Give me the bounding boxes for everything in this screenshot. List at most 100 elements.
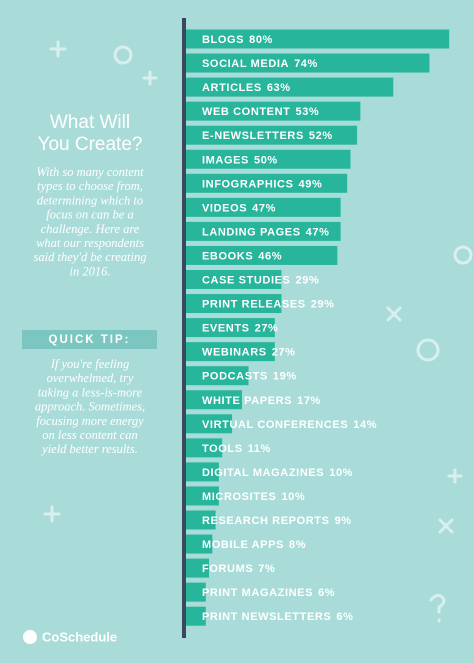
bar: [186, 558, 210, 578]
bar-label: WHITE PAPERS 17%: [202, 395, 321, 407]
category-label: E-NEWSLETTERS: [202, 130, 304, 142]
bar-label: BLOGS 80%: [202, 34, 273, 46]
bar: [186, 29, 450, 49]
value-label: 29%: [296, 274, 320, 286]
bar-label: VIRTUAL CONFERENCES 14%: [202, 419, 377, 431]
bar: [186, 342, 275, 362]
value-label: 10%: [329, 467, 353, 479]
tip-line: overwhelmed, try: [47, 371, 134, 385]
bar-label: MOBILE APPS 8%: [202, 539, 306, 551]
tip-line: taking a less-is-more: [38, 385, 143, 399]
value-label: 8%: [289, 539, 306, 551]
category-label: TOOLS: [202, 443, 243, 455]
bar: [186, 53, 430, 73]
category-label: WEBINARS: [202, 347, 267, 359]
category-label: PRINT NEWSLETTERS: [202, 611, 331, 623]
tip-line: If you're feeling: [50, 357, 130, 371]
bar: [186, 197, 341, 217]
tip-line: yield better results.: [40, 442, 138, 456]
intro-line: focus on can be a: [46, 208, 133, 222]
bar-label: SOCIAL MEDIA 74%: [202, 58, 318, 70]
circle-icon: [453, 245, 473, 265]
decorations: [43, 40, 473, 623]
tip-line: on less content can: [42, 428, 137, 442]
value-label: 11%: [248, 443, 271, 455]
tip-line: approach. Sometimes,: [35, 400, 145, 414]
category-label: DIGITAL MAGAZINES: [202, 467, 324, 479]
bar: [186, 294, 282, 314]
category-label: PRINT RELEASES: [202, 298, 306, 310]
value-label: 47%: [306, 226, 330, 238]
intro-line: challenge. Here are: [41, 222, 140, 236]
axis-line: [182, 18, 186, 638]
category-label: FORUMS: [202, 563, 253, 575]
intro-line: said they'd be creating: [34, 250, 147, 264]
bar-label: WEBINARS 27%: [202, 347, 296, 359]
category-label: CASE STUDIES: [202, 274, 291, 286]
bar: [186, 149, 351, 169]
value-label: 9%: [335, 515, 352, 527]
value-label: 17%: [297, 395, 321, 407]
value-label: 52%: [309, 130, 333, 142]
category-label: WHITE PAPERS: [202, 395, 292, 407]
tip-box: [22, 330, 157, 349]
bar: [186, 414, 233, 434]
bar: [186, 77, 394, 97]
category-label: PODCASTS: [202, 371, 268, 383]
category-label: SOCIAL MEDIA: [202, 58, 289, 70]
category-label: MICROSITES: [202, 491, 276, 503]
category-label: INFOGRAPHICS: [202, 178, 294, 190]
intro-line: in 2016.: [70, 264, 111, 278]
circle-icon: [416, 338, 440, 362]
bar-label: FORUMS 7%: [202, 563, 275, 575]
bar: [186, 438, 223, 458]
bar-label: DIGITAL MAGAZINES 10%: [202, 467, 353, 479]
bar: [186, 486, 219, 506]
bar-label: MICROSITES 10%: [202, 491, 305, 503]
bar-label: PRINT MAGAZINES 6%: [202, 587, 335, 599]
bar-label: EVENTS 27%: [202, 323, 278, 335]
category-label: EVENTS: [202, 323, 250, 335]
bar: [186, 101, 361, 121]
bar: [186, 510, 216, 530]
tip-heading: QUICK TIP:: [49, 334, 131, 346]
intro-line: determining which to: [37, 193, 143, 207]
bar: [186, 221, 341, 241]
title-line: What Will: [50, 112, 130, 133]
bar-label: TOOLS 11%: [202, 443, 271, 455]
category-label: ARTICLES: [202, 82, 262, 94]
category-label: PRINT MAGAZINES: [202, 587, 313, 599]
value-label: 46%: [258, 250, 282, 262]
category-label: EBOOKS: [202, 250, 253, 262]
value-label: 27%: [255, 323, 279, 335]
bar-label: WEB CONTENT 53%: [202, 106, 319, 118]
x-icon: [386, 306, 402, 322]
value-label: 14%: [353, 419, 377, 431]
value-label: 50%: [254, 154, 278, 166]
category-label: VIDEOS: [202, 202, 247, 214]
plus-icon: [447, 468, 463, 484]
category-label: MOBILE APPS: [202, 539, 284, 551]
value-label: 19%: [273, 371, 297, 383]
bar: [186, 534, 213, 554]
bar-label: PRINT RELEASES 29%: [202, 298, 335, 310]
bar: [186, 270, 282, 289]
bar-label: RESEARCH REPORTS 9%: [202, 515, 352, 527]
bar: [186, 318, 275, 338]
value-label: 6%: [318, 587, 335, 599]
category-label: VIRTUAL CONFERENCES: [202, 419, 348, 431]
bar: [186, 606, 206, 626]
plus-icon: [43, 505, 61, 523]
bar: [186, 125, 358, 145]
value-label: 53%: [295, 106, 319, 118]
intro-line: With so many content: [36, 165, 144, 179]
circle-icon: [113, 45, 133, 65]
intro-line: types to choose from,: [37, 179, 143, 193]
bar-label: ARTICLES 63%: [202, 82, 291, 94]
bar-label: VIDEOS 47%: [202, 202, 276, 214]
bar: [186, 245, 338, 265]
question-icon: [429, 593, 446, 623]
value-label: 74%: [294, 58, 318, 70]
value-label: 49%: [299, 178, 323, 190]
